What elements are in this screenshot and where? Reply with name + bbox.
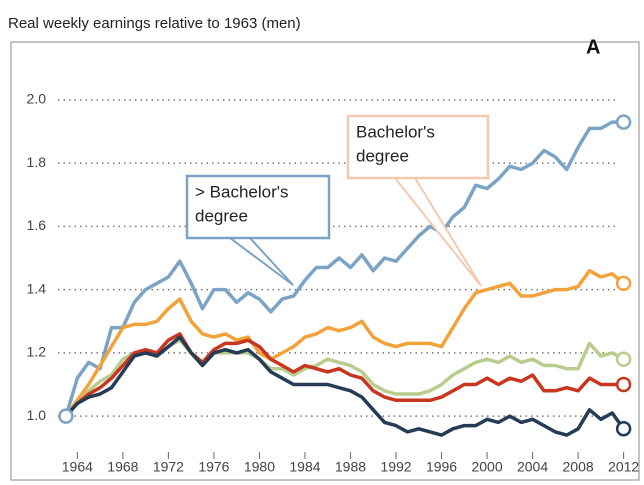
end-marker — [615, 114, 632, 130]
x-tick-label: 2000 — [471, 459, 502, 475]
chart-title: Real weekly earnings relative to 1963 (m… — [8, 15, 301, 32]
series-line — [64, 120, 624, 417]
y-tick-label: 1.2 — [27, 344, 47, 360]
x-tick-label: 2004 — [517, 459, 548, 475]
end-marker — [615, 351, 632, 367]
x-tick-label: 1968 — [107, 459, 138, 475]
start-marker — [58, 408, 74, 424]
annotation-text: degree — [195, 206, 248, 225]
annotation-text: Bachelor's — [356, 122, 435, 141]
annotation-text: degree — [356, 146, 409, 165]
callout-pointer — [394, 177, 482, 287]
series-line — [64, 268, 625, 418]
x-tick-label: 1976 — [198, 459, 229, 475]
x-tick-label: 1996 — [426, 459, 457, 475]
end-marker — [615, 421, 632, 437]
callout-box — [185, 174, 331, 240]
x-tick-label: 1988 — [335, 459, 366, 475]
frame — [10, 41, 640, 481]
panel-label: A — [586, 36, 600, 58]
y-tick-label: 2.0 — [27, 91, 47, 107]
end-marker — [615, 275, 632, 292]
callout-box — [346, 114, 490, 180]
series-line — [64, 332, 624, 418]
y-tick-label: 1.6 — [27, 217, 47, 233]
x-tick-label: 2008 — [563, 459, 594, 475]
y-tick-label: 1.8 — [27, 154, 47, 170]
x-tick-label: 1980 — [244, 459, 275, 475]
y-tick-label: 1.4 — [27, 280, 47, 296]
end-marker — [615, 376, 632, 393]
callout-pointer — [229, 237, 294, 286]
x-tick-label: 1972 — [153, 459, 184, 475]
y-tick-label: 1.0 — [27, 407, 47, 423]
series-line — [64, 335, 626, 437]
x-tick-label: 1992 — [380, 459, 411, 475]
annotation-text: > Bachelor's — [195, 182, 289, 201]
x-tick-label: 1984 — [289, 459, 320, 475]
x-tick-label: 2012 — [608, 459, 639, 475]
x-tick-label: 1964 — [62, 459, 93, 475]
